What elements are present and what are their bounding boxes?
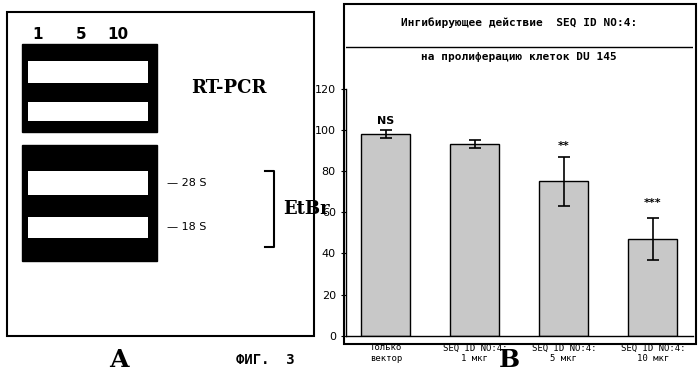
Bar <box>68 61 108 83</box>
Text: — 18 S: — 18 S <box>167 222 206 232</box>
Text: — 28 S: — 28 S <box>167 178 206 188</box>
Bar <box>68 171 108 195</box>
Bar <box>29 217 68 238</box>
Bar <box>628 239 677 336</box>
Bar <box>108 217 148 238</box>
Text: EtBr: EtBr <box>283 200 330 218</box>
Bar <box>22 44 158 132</box>
Bar <box>29 61 68 83</box>
Text: RT-PCR: RT-PCR <box>191 79 267 97</box>
Text: **: ** <box>558 141 570 151</box>
Bar <box>362 134 410 336</box>
Bar <box>29 171 68 195</box>
Bar <box>450 144 499 336</box>
Bar <box>108 171 148 195</box>
Text: 5: 5 <box>75 27 86 42</box>
Text: A: A <box>109 348 128 372</box>
Bar <box>540 181 588 336</box>
Bar <box>68 217 108 238</box>
Bar <box>68 102 108 121</box>
Text: 1: 1 <box>32 27 43 42</box>
Text: Ингибирующее действие  SEQ ID NO:4:: Ингибирующее действие SEQ ID NO:4: <box>401 17 637 28</box>
Text: B: B <box>499 348 520 372</box>
Bar <box>22 144 158 261</box>
Bar <box>108 102 148 121</box>
Bar <box>108 61 148 83</box>
Text: ФИГ.  3: ФИГ. 3 <box>236 353 295 367</box>
Text: ***: *** <box>644 198 662 208</box>
Bar <box>29 102 68 121</box>
Text: 10: 10 <box>107 27 128 42</box>
Text: на пролиферацию клеток DU 145: на пролиферацию клеток DU 145 <box>422 52 617 62</box>
Text: NS: NS <box>377 116 394 126</box>
